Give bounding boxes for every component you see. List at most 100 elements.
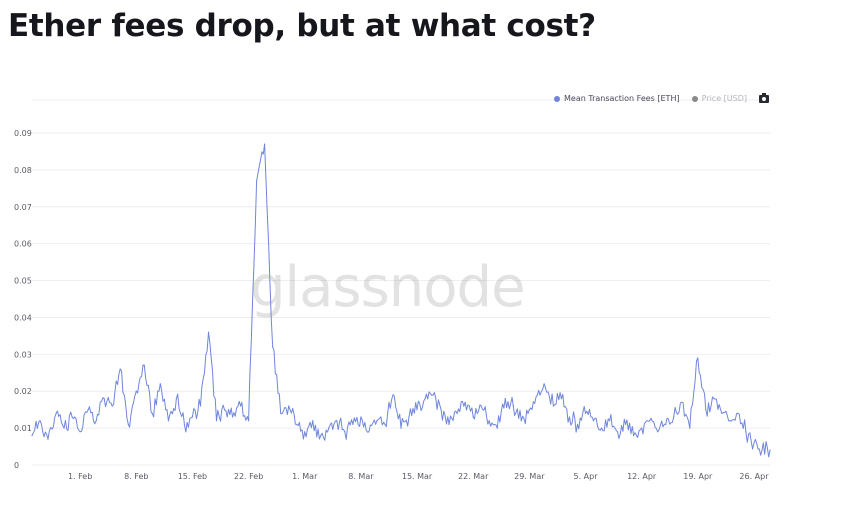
data-point (512, 405, 514, 407)
data-point (456, 412, 458, 414)
data-point (472, 416, 474, 418)
data-point (697, 357, 699, 359)
data-point (448, 423, 450, 425)
data-point (657, 431, 659, 433)
series-layer (31, 143, 771, 458)
legend-item-fees[interactable]: Mean Transaction Fees [ETH] (554, 94, 680, 103)
data-point (159, 383, 161, 385)
data-point (769, 449, 771, 451)
data-point (248, 420, 250, 422)
data-point (368, 431, 370, 433)
data-point (143, 364, 145, 366)
data-point (641, 427, 643, 429)
data-point (633, 434, 635, 437)
y-tick-label: 0.02 (14, 387, 32, 396)
data-point (240, 405, 242, 407)
data-point (135, 390, 137, 392)
data-point (344, 431, 346, 433)
x-tick-label: 22. Mar (458, 472, 489, 481)
data-point (424, 398, 426, 400)
y-tick-label: 0.04 (14, 313, 32, 322)
data-point (95, 420, 97, 422)
data-point (167, 420, 169, 422)
x-tick-label: 5. Apr (573, 472, 598, 481)
data-point (552, 405, 555, 407)
y-tick-label: 0.09 (14, 129, 32, 138)
data-point (39, 420, 41, 422)
data-point (63, 427, 65, 429)
legend-label-fees: Mean Transaction Fees [ETH] (564, 94, 680, 103)
x-tick-label: 22. Feb (234, 472, 263, 481)
x-tick-label: 29. Mar (514, 472, 545, 481)
data-point (649, 420, 651, 422)
data-point (223, 409, 226, 411)
grid-lines (32, 99, 770, 466)
data-point (384, 423, 386, 425)
data-point (400, 427, 402, 429)
data-point (600, 427, 603, 429)
data-point (721, 412, 723, 414)
data-point (55, 412, 57, 414)
data-point (264, 143, 266, 145)
legend-dot-price-icon (691, 95, 698, 102)
data-point (288, 405, 290, 407)
data-point (199, 405, 202, 407)
x-axis: 1. Feb 8. Feb 15. Feb 22. Feb 1. Mar 8. Mar 15… (68, 472, 769, 481)
data-point (336, 420, 338, 422)
data-point (328, 427, 330, 429)
data-point (713, 398, 715, 400)
data-point (79, 431, 81, 433)
data-point (584, 412, 587, 414)
data-point (536, 394, 539, 396)
data-point (729, 420, 731, 422)
legend-label-price: Price [USD] (701, 94, 747, 103)
data-point (272, 346, 274, 348)
legend-item-price[interactable]: Price [USD] (691, 94, 747, 103)
y-tick-label: 0.01 (14, 424, 32, 433)
data-point (127, 423, 129, 425)
y-tick-label: 0.06 (14, 240, 32, 249)
data-point (31, 434, 33, 437)
data-point (681, 401, 683, 403)
x-tick-label: 8. Feb (124, 472, 148, 481)
data-point (753, 442, 755, 444)
data-point (392, 394, 394, 396)
data-point (464, 401, 466, 403)
data-point (352, 423, 354, 425)
data-point (440, 409, 442, 411)
x-tick-label: 1. Mar (292, 472, 318, 481)
data-point (609, 420, 611, 422)
data-point (665, 423, 667, 425)
data-point (47, 438, 49, 440)
data-point (207, 331, 210, 333)
x-tick-label: 26. Apr (739, 472, 769, 481)
data-point (87, 409, 89, 411)
data-point (151, 412, 153, 414)
data-point (480, 405, 482, 407)
y-axis: 0 0.01 0.02 0.03 0.04 0.05 0.06 0.07 0.08 0.09 (14, 129, 32, 470)
data-point (504, 398, 506, 400)
data-point (592, 420, 595, 422)
data-point (360, 416, 362, 418)
data-point (256, 180, 258, 182)
data-point (231, 416, 234, 418)
data-point (175, 398, 177, 400)
data-point (528, 409, 530, 411)
data-point (111, 405, 113, 407)
data-point (705, 409, 707, 411)
data-point (576, 423, 579, 425)
camera-icon[interactable] (759, 92, 769, 103)
data-point (544, 386, 547, 389)
fees-chart: 0 0.01 0.02 0.03 0.04 0.05 0.06 0.07 0.08 0.09 1.… (14, 99, 771, 481)
data-point (408, 416, 410, 418)
data-point (488, 420, 490, 422)
page-title: Ether fees drop, but at what cost? (8, 8, 596, 44)
data-point (560, 398, 563, 400)
data-point (617, 431, 619, 433)
x-tick-label: 15. Mar (402, 472, 433, 481)
data-point (280, 412, 282, 414)
y-tick-label: 0.07 (14, 203, 32, 212)
data-point (376, 420, 378, 422)
y-tick-label: 0.03 (14, 350, 32, 359)
data-point (103, 398, 105, 400)
